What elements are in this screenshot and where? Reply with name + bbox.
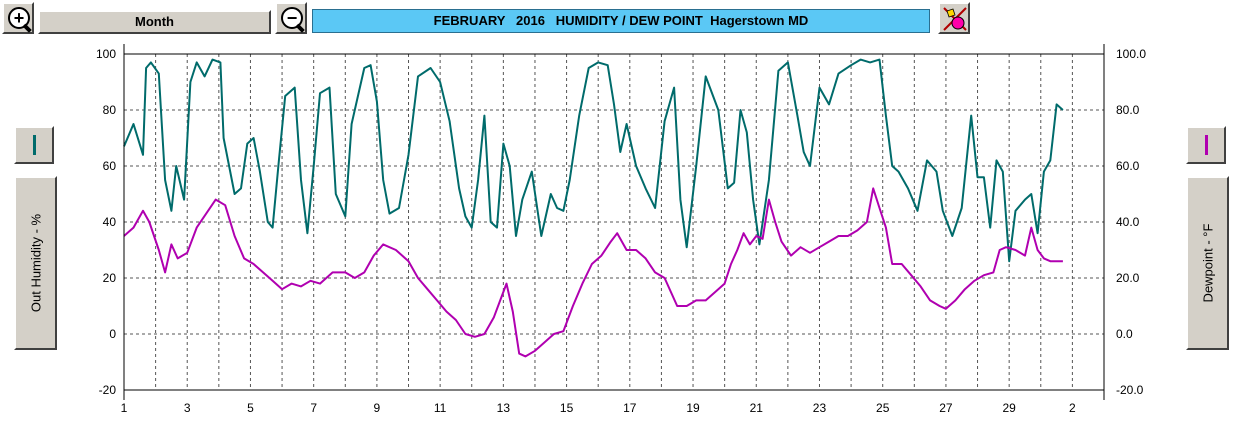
x-tick-label: 5 xyxy=(247,401,254,415)
y-right-tick-label: 20.0 xyxy=(1116,271,1140,285)
x-tick-label: 11 xyxy=(434,401,447,415)
y-left-tick-label: 0 xyxy=(109,327,116,341)
y-right-tick-label: -20.0 xyxy=(1116,383,1144,397)
x-tick-label: 1 xyxy=(121,401,128,415)
x-tick-label: 13 xyxy=(497,401,511,415)
x-tick-label: 2 xyxy=(1069,401,1076,415)
x-tick-label: 17 xyxy=(623,401,637,415)
chart-tool-button[interactable] xyxy=(938,2,970,34)
period-selector-button[interactable]: Month xyxy=(38,10,271,34)
humidity-series-toggle[interactable] xyxy=(14,126,54,164)
y-left-tick-label: 20 xyxy=(103,271,117,285)
y-right-tick-label: 0.0 xyxy=(1116,327,1133,341)
x-tick-label: 15 xyxy=(560,401,574,415)
y-left-tick-label: 60 xyxy=(103,159,117,173)
y-right-tick-label: 40.0 xyxy=(1116,215,1140,229)
x-tick-label: 7 xyxy=(310,401,317,415)
y-right-tick-label: 80.0 xyxy=(1116,103,1140,117)
zoom-out-icon: − xyxy=(281,7,303,29)
x-tick-label: 29 xyxy=(1002,401,1016,415)
y-right-tick-label: 60.0 xyxy=(1116,159,1140,173)
zoom-in-button[interactable]: + xyxy=(2,2,34,34)
dewpoint-series-line xyxy=(123,187,1063,358)
humidity-color-swatch xyxy=(33,135,36,155)
y-right-tick-label: 100.0 xyxy=(1116,47,1146,61)
x-tick-label: 9 xyxy=(374,401,381,415)
x-tick-label: 3 xyxy=(184,401,191,415)
y-left-tick-label: 80 xyxy=(103,103,117,117)
series-layer xyxy=(123,58,1064,358)
dewpoint-series-toggle[interactable] xyxy=(1186,126,1226,164)
tick-labels: 100 100.0 80 80.0 60 60.0 40 40.0 20 20.0 0 0.0 -20 -… xyxy=(96,47,1146,415)
right-axis-button[interactable]: Dewpoint - °F xyxy=(1186,176,1229,350)
plot-frame xyxy=(123,44,1105,400)
y-left-tick-label: -20 xyxy=(99,383,117,397)
paint-tool-icon xyxy=(943,7,967,31)
chart-title: FEBRUARY 2016 HUMIDITY / DEW POINT Hager… xyxy=(312,9,930,33)
zoom-out-button[interactable]: − xyxy=(275,2,307,34)
x-tick-label: 21 xyxy=(750,401,764,415)
y-left-tick-label: 40 xyxy=(103,215,117,229)
x-tick-label: 25 xyxy=(876,401,890,415)
dewpoint-color-swatch xyxy=(1205,135,1208,155)
x-tick-label: 23 xyxy=(813,401,827,415)
x-tick-label: 27 xyxy=(939,401,953,415)
humidity-series-line xyxy=(123,58,1064,263)
x-tick-label: 19 xyxy=(686,401,700,415)
left-axis-button[interactable]: Out Humidity - % xyxy=(14,176,57,350)
zoom-in-icon: + xyxy=(8,7,30,29)
y-left-tick-label: 100 xyxy=(96,47,116,61)
